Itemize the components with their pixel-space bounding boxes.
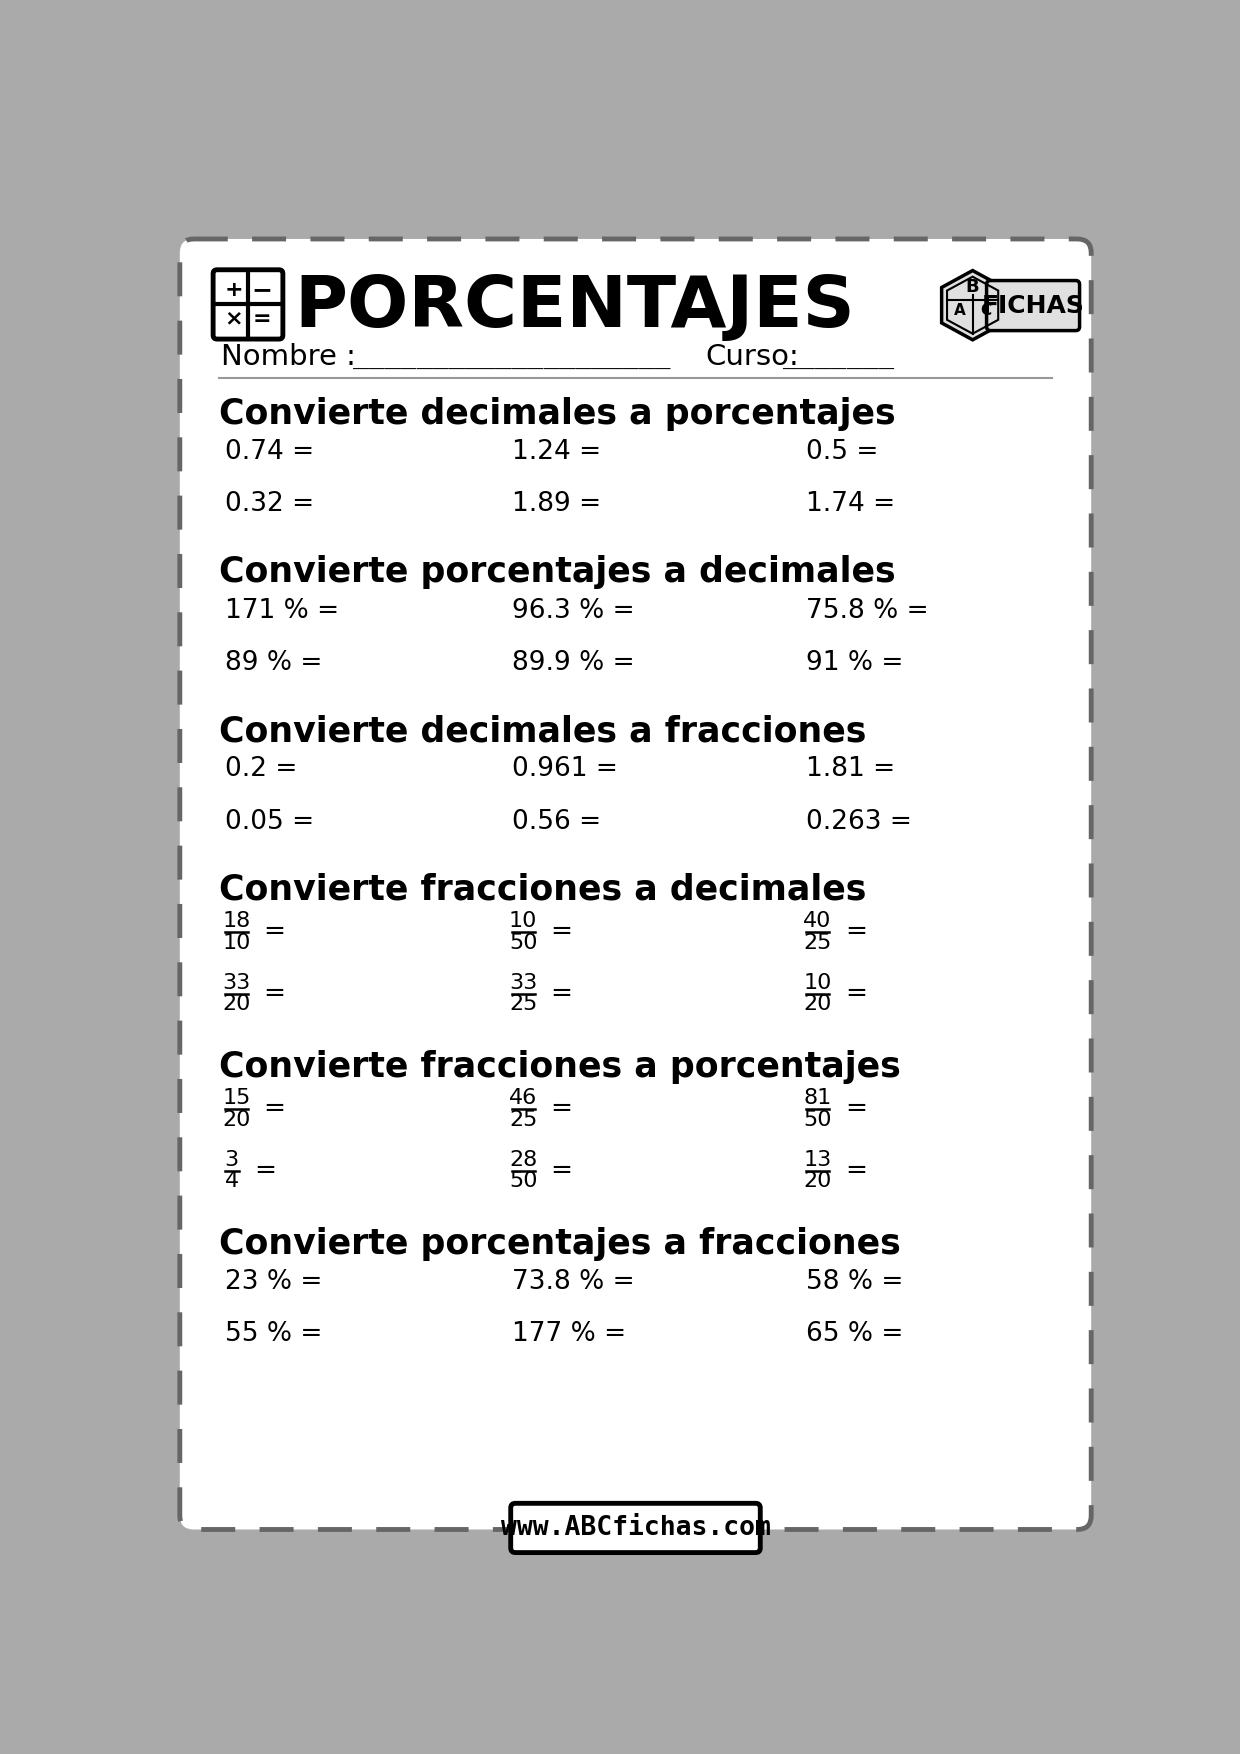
Text: 0.56 =: 0.56 = — [511, 809, 600, 835]
Text: 4: 4 — [224, 1172, 239, 1191]
Text: 89.9 % =: 89.9 % = — [511, 651, 634, 675]
Text: =: = — [551, 919, 572, 945]
Text: Convierte porcentajes a fracciones: Convierte porcentajes a fracciones — [218, 1226, 900, 1261]
Text: 91 % =: 91 % = — [806, 651, 904, 675]
Text: ×: × — [224, 309, 243, 328]
Text: 20: 20 — [804, 1172, 832, 1191]
Text: 58 % =: 58 % = — [806, 1268, 904, 1294]
Text: =: = — [263, 919, 285, 945]
Text: 1.81 =: 1.81 = — [806, 756, 895, 782]
Text: FICHAS: FICHAS — [982, 293, 1085, 317]
FancyBboxPatch shape — [511, 1503, 760, 1552]
FancyBboxPatch shape — [213, 270, 283, 339]
Text: 1.74 =: 1.74 = — [806, 491, 895, 517]
Text: 50: 50 — [804, 1110, 832, 1130]
Text: 171 % =: 171 % = — [224, 598, 339, 624]
Text: =: = — [253, 309, 272, 328]
Text: 18: 18 — [222, 910, 250, 931]
Text: 75.8 % =: 75.8 % = — [806, 598, 929, 624]
FancyBboxPatch shape — [987, 281, 1080, 330]
Text: 40: 40 — [804, 910, 832, 931]
Text: 3: 3 — [224, 1151, 239, 1170]
FancyBboxPatch shape — [180, 239, 1091, 1529]
Text: 50: 50 — [508, 933, 537, 952]
Text: 10: 10 — [508, 910, 537, 931]
Text: 50: 50 — [508, 1172, 537, 1191]
Text: 13: 13 — [804, 1151, 832, 1170]
Text: 73.8 % =: 73.8 % = — [511, 1268, 634, 1294]
Text: 33: 33 — [508, 973, 537, 993]
Text: 23 % =: 23 % = — [224, 1268, 322, 1294]
Text: _______: _______ — [782, 344, 894, 370]
Text: 15: 15 — [222, 1087, 250, 1109]
Text: 81: 81 — [804, 1087, 832, 1109]
Text: 20: 20 — [222, 1110, 250, 1130]
Text: 0.32 =: 0.32 = — [224, 491, 314, 517]
Text: =: = — [254, 1158, 277, 1184]
Text: 25: 25 — [508, 995, 537, 1014]
Text: =: = — [844, 1096, 867, 1123]
Text: Convierte decimales a porcentajes: Convierte decimales a porcentajes — [218, 396, 895, 431]
Text: 25: 25 — [508, 1110, 537, 1130]
Text: =: = — [844, 1158, 867, 1184]
Text: 1.24 =: 1.24 = — [511, 438, 600, 465]
Text: 10: 10 — [804, 973, 832, 993]
Text: Convierte fracciones a porcentajes: Convierte fracciones a porcentajes — [218, 1049, 900, 1084]
Polygon shape — [941, 270, 1003, 340]
Text: 46: 46 — [508, 1087, 537, 1109]
Text: 20: 20 — [804, 995, 832, 1014]
Text: =: = — [551, 1096, 572, 1123]
Text: www.ABCfichas.com: www.ABCfichas.com — [501, 1515, 770, 1542]
Text: 96.3 % =: 96.3 % = — [511, 598, 634, 624]
Text: A: A — [954, 303, 965, 317]
Text: Convierte porcentajes a decimales: Convierte porcentajes a decimales — [218, 556, 895, 589]
Text: Convierte decimales a fracciones: Convierte decimales a fracciones — [218, 714, 866, 747]
Text: =: = — [844, 919, 867, 945]
Text: 65 % =: 65 % = — [806, 1321, 904, 1347]
Text: =: = — [263, 980, 285, 1007]
Text: 25: 25 — [804, 933, 832, 952]
Text: =: = — [551, 1158, 572, 1184]
Text: 10: 10 — [222, 933, 250, 952]
Text: C: C — [981, 303, 991, 317]
Text: −: − — [252, 279, 273, 302]
Text: 55 % =: 55 % = — [224, 1321, 322, 1347]
Text: 0.2 =: 0.2 = — [224, 756, 298, 782]
Text: =: = — [551, 980, 572, 1007]
Text: 0.961 =: 0.961 = — [511, 756, 618, 782]
Text: 0.5 =: 0.5 = — [806, 438, 878, 465]
Text: 0.74 =: 0.74 = — [224, 438, 314, 465]
Text: +: + — [224, 281, 243, 300]
Text: 0.263 =: 0.263 = — [806, 809, 911, 835]
Text: Convierte fracciones a decimales: Convierte fracciones a decimales — [218, 873, 866, 907]
Text: 20: 20 — [222, 995, 250, 1014]
Text: =: = — [844, 980, 867, 1007]
Text: B: B — [966, 279, 980, 296]
Text: =: = — [263, 1096, 285, 1123]
Text: 1.89 =: 1.89 = — [511, 491, 600, 517]
Text: 89 % =: 89 % = — [224, 651, 322, 675]
Text: 28: 28 — [508, 1151, 537, 1170]
Text: PORCENTAJES: PORCENTAJES — [295, 274, 856, 342]
Text: 0.05 =: 0.05 = — [224, 809, 314, 835]
Text: Curso:: Curso: — [706, 342, 799, 370]
Text: 33: 33 — [222, 973, 250, 993]
Text: 177 % =: 177 % = — [511, 1321, 626, 1347]
Text: Nombre :: Nombre : — [221, 342, 356, 370]
Text: ____________________: ____________________ — [352, 344, 670, 370]
